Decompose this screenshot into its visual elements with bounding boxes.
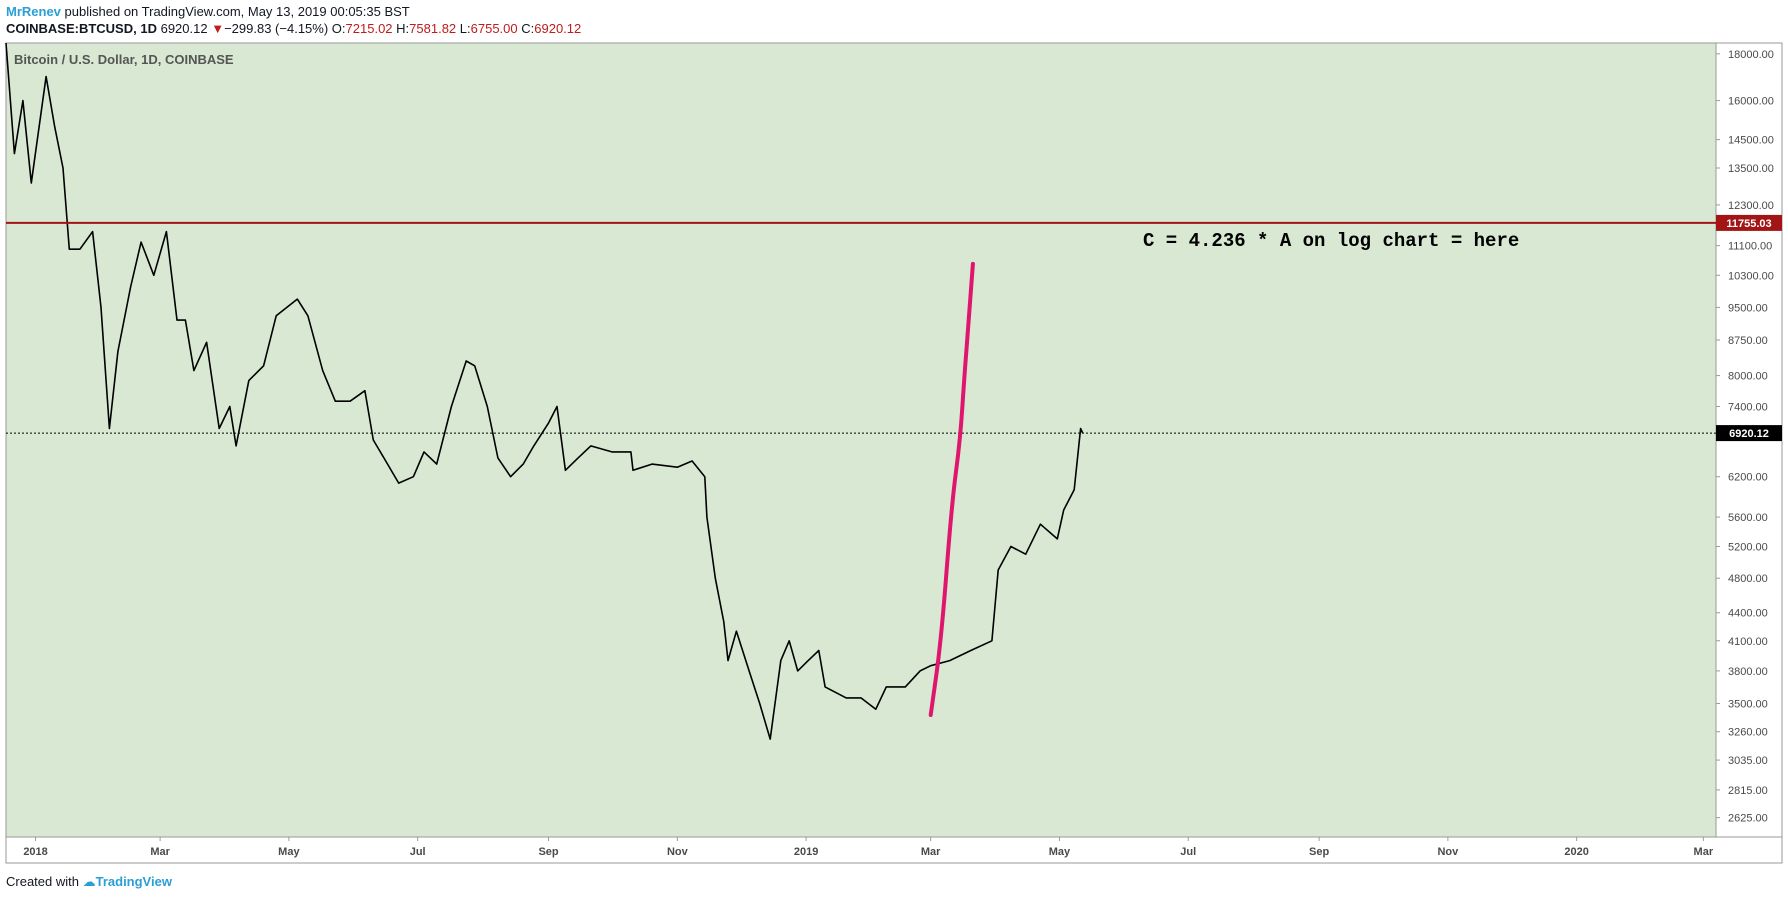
time-tick-label: Jul <box>410 846 426 858</box>
tradingview-brand[interactable]: TradingView <box>95 874 172 889</box>
high-value: 7581.82 <box>409 21 457 36</box>
time-tick-label: 2020 <box>1564 846 1588 858</box>
created-with-text: Created with <box>6 874 79 889</box>
published-text: published on TradingView.com, May 13, 20… <box>64 4 410 19</box>
annotation-text[interactable]: C = 4.236 * A on log chart = here <box>1143 230 1519 252</box>
price-tick-label: 13500.00 <box>1728 163 1774 175</box>
tradingview-logo-icon[interactable]: ☁ <box>82 874 96 889</box>
high-label: H: <box>396 21 410 36</box>
publish-header: MrRenev published on TradingView.com, Ma… <box>6 4 410 20</box>
symbol-label: COINBASE:BTCUSD, 1D <box>6 21 157 36</box>
price-tick-label: 3035.00 <box>1728 755 1768 767</box>
low-value: 6755.00 <box>470 21 518 36</box>
price-tick-label: 2815.00 <box>1728 785 1768 797</box>
low-label: L: <box>459 21 471 36</box>
price-series <box>5 42 1084 740</box>
open-label: O: <box>331 21 346 36</box>
price-tick-label: 7400.00 <box>1728 401 1768 413</box>
price-tick-label: 8750.00 <box>1728 335 1768 347</box>
price-tick-label: 18000.00 <box>1728 49 1774 61</box>
time-tick-label: May <box>278 846 300 858</box>
time-tick-label: Mar <box>150 846 170 858</box>
annotation-curve[interactable] <box>928 261 975 717</box>
plot-area[interactable] <box>6 43 1716 837</box>
price-tick-label: 3260.00 <box>1728 727 1768 739</box>
time-tick-label: Sep <box>538 846 558 858</box>
price-tick-label: 16000.00 <box>1728 96 1774 108</box>
price-tick-label: 10300.00 <box>1728 270 1774 282</box>
last-price-tag <box>1716 425 1782 442</box>
price-tick-label: 6200.00 <box>1728 472 1768 484</box>
close-value: 6920.12 <box>534 21 582 36</box>
price-tick-label: 5200.00 <box>1728 541 1768 553</box>
price-tick-label: 8000.00 <box>1728 371 1768 383</box>
close-label: C: <box>521 21 535 36</box>
time-tick-label: Nov <box>667 846 689 858</box>
price-tick-label: 2625.00 <box>1728 813 1768 825</box>
time-tick-label: 2018 <box>23 846 47 858</box>
last-price: 6920.12 <box>160 21 208 36</box>
footer: Created with ☁TradingView <box>6 874 172 890</box>
chart-title: Bitcoin / U.S. Dollar, 1D, COINBASE <box>14 52 234 67</box>
resistance-price-tag <box>1716 214 1782 231</box>
time-tick-label: 2019 <box>794 846 818 858</box>
time-tick-label: May <box>1049 846 1071 858</box>
chart-frame <box>5 42 1783 864</box>
time-tick-label: Sep <box>1309 846 1329 858</box>
open-value: 7215.02 <box>345 21 393 36</box>
price-tick-label: 4800.00 <box>1728 573 1768 585</box>
price-tick-label: 4400.00 <box>1728 608 1768 620</box>
price-tick-label: 5600.00 <box>1728 512 1768 524</box>
price-tick-label: 12300.00 <box>1728 200 1774 212</box>
last-price-label: 6920.12 <box>1729 428 1769 440</box>
time-tick-label: Nov <box>1437 846 1459 858</box>
price-tick-label: 14500.00 <box>1728 135 1774 147</box>
price-tick-label: 11100.00 <box>1728 241 1772 253</box>
ohlc-bar: COINBASE:BTCUSD, 1D 6920.12 ▼−299.83 (−4… <box>6 21 581 37</box>
price-change: −299.83 (−4.15%) <box>224 21 329 36</box>
price-axis[interactable]: 2625.00 2815.00 3035.00 3260.00 3500.00 3800.… <box>1716 49 1774 825</box>
time-axis[interactable]: 2018 Mar May Jul Sep Nov 2019 Mar May Jul Sep Nov 20… <box>23 837 1714 858</box>
time-tick-label: Mar <box>1694 846 1714 858</box>
author-name[interactable]: MrRenev <box>6 4 61 19</box>
price-tick-label: 9500.00 <box>1728 302 1768 314</box>
resistance-price-label: 11755.03 <box>1726 218 1771 230</box>
down-arrow-icon: ▼ <box>211 21 225 36</box>
time-tick-label: Jul <box>1180 846 1196 858</box>
price-tick-label: 4100.00 <box>1728 636 1768 648</box>
price-tick-label: 3800.00 <box>1728 666 1768 678</box>
time-tick-label: Mar <box>921 846 941 858</box>
price-tick-label: 3500.00 <box>1728 699 1768 711</box>
